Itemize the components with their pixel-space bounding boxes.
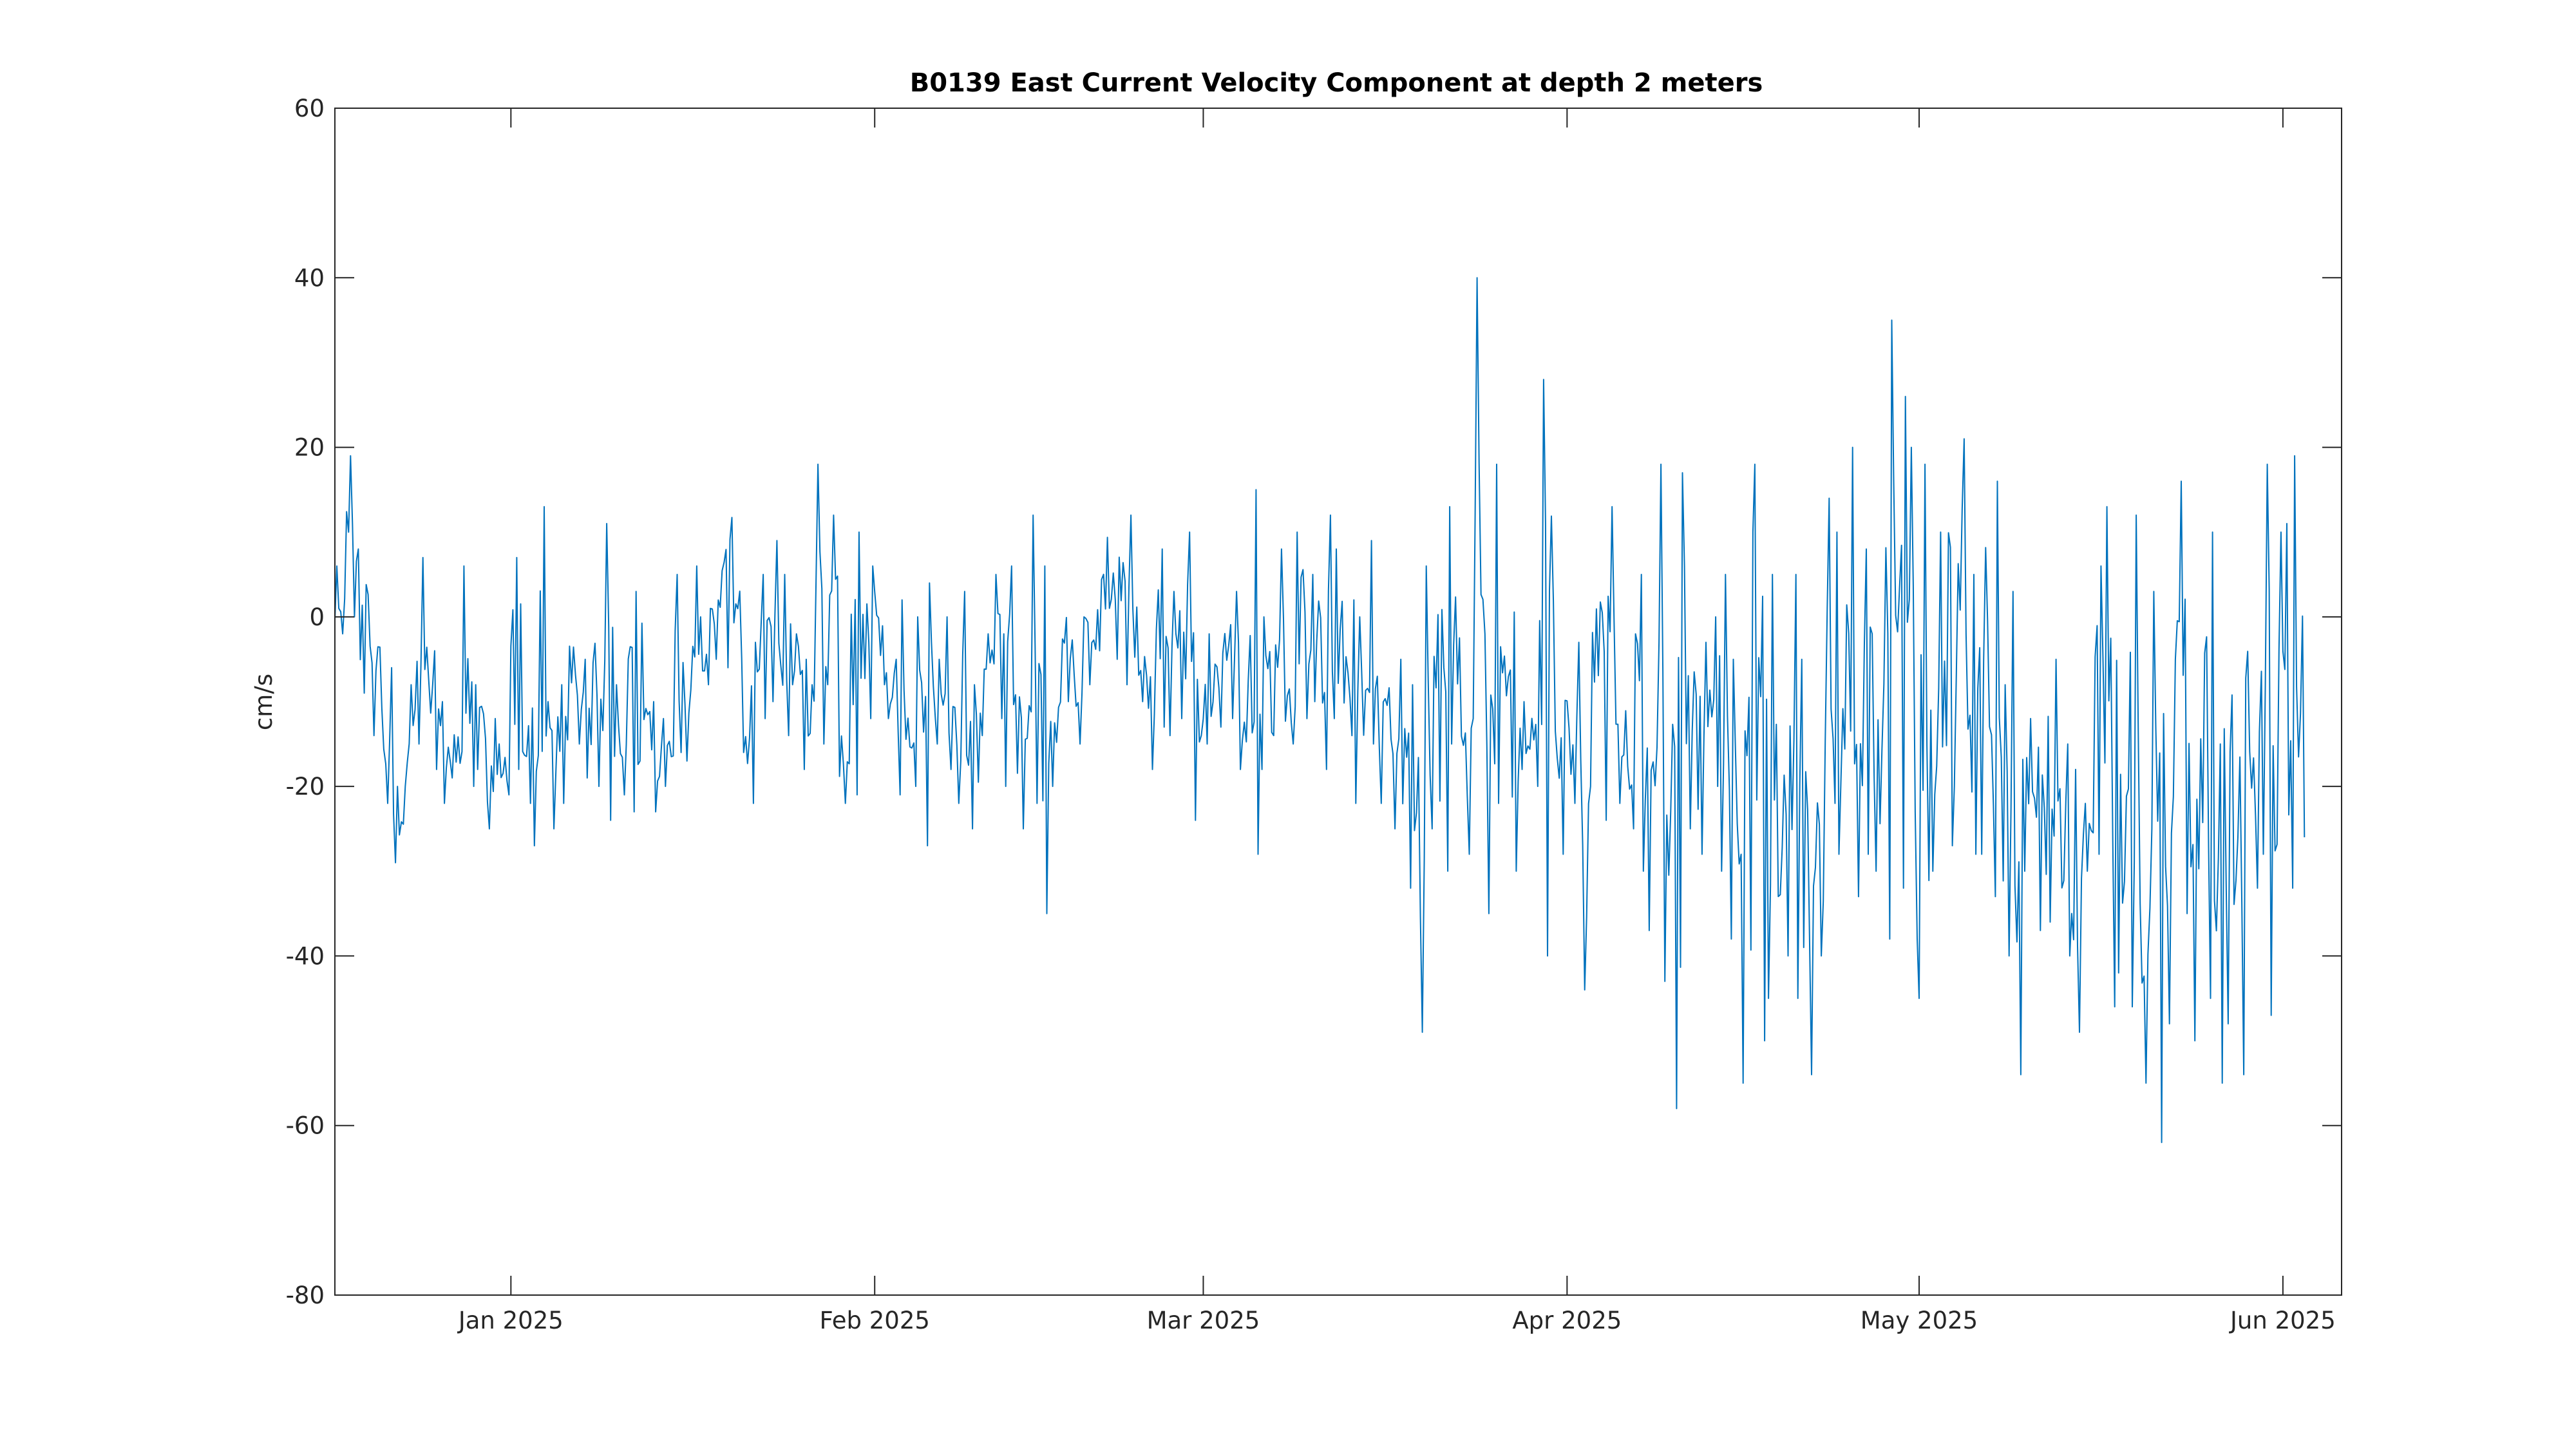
x-tick-label: Apr 2025	[1512, 1307, 1622, 1334]
y-tick-label: -40	[286, 942, 325, 970]
x-tick-label: Mar 2025	[1147, 1307, 1260, 1334]
series-line	[334, 277, 2306, 1143]
x-tick-label: Jan 2025	[457, 1307, 564, 1334]
y-tick-label: 20	[294, 434, 325, 462]
y-tick-label: 0	[309, 603, 325, 631]
y-axis-label: cm/s	[250, 674, 278, 730]
x-tick-label: Feb 2025	[820, 1307, 930, 1334]
y-axis: -80 -60 -40 -20 0 20 40 60	[286, 95, 2342, 1309]
y-tick-label: -20	[286, 773, 325, 800]
y-tick-label: -60	[286, 1112, 325, 1140]
y-tick-label: 60	[294, 95, 325, 122]
x-axis: Jan 2025 Feb 2025 Mar 2025 Apr 2025 May 2025…	[457, 108, 2336, 1334]
y-tick-label: -80	[286, 1282, 325, 1309]
y-tick-label: 40	[294, 264, 325, 292]
series-layer	[334, 277, 2306, 1143]
x-tick-label: May 2025	[1861, 1307, 1978, 1334]
chart-title: B0139 East Current Velocity Component at…	[910, 68, 1763, 98]
plot-area-frame	[334, 108, 2342, 1296]
x-tick-label: Jun 2025	[2229, 1307, 2336, 1334]
